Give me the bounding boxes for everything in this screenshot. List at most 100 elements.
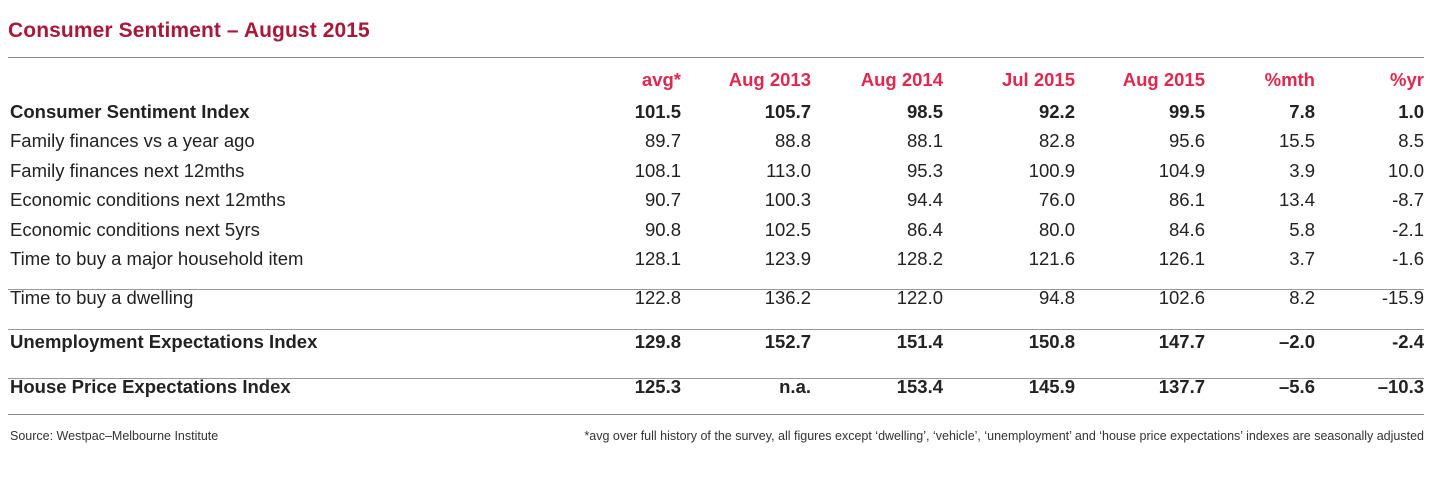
column-header: Aug 2014 <box>860 69 943 90</box>
table-cell: 94.8 <box>1038 286 1075 308</box>
table-cell: 76.0 <box>1038 189 1075 211</box>
table-cell: 8.5 <box>1398 130 1424 152</box>
table-row: Time to buy a major household item 128.1 1… <box>8 245 1424 275</box>
table-cell: 113.0 <box>766 159 811 181</box>
table-cell: 102.5 <box>764 218 811 240</box>
table-cell: 94.4 <box>906 189 943 211</box>
table-row: Consumer Sentiment Index 101.5 105.7 98.5 92… <box>8 97 1424 127</box>
column-header: Aug 2015 <box>1122 69 1205 90</box>
table-cell: -1.6 <box>1392 248 1424 270</box>
table-cell: 150.8 <box>1028 330 1075 352</box>
table-cell: 122.8 <box>634 286 681 308</box>
table-cell: -2.1 <box>1392 218 1424 240</box>
row-label: Economic conditions next 5yrs <box>10 218 260 240</box>
table-cell: 86.4 <box>906 218 943 240</box>
row-label: Unemployment Expectations Index <box>10 330 318 352</box>
table-bottom-rule <box>8 414 1424 415</box>
table-cell: n.a. <box>779 375 811 397</box>
column-header: Aug 2013 <box>728 69 811 90</box>
table-row: Unemployment Expectations Index 129.8 152.… <box>8 313 1424 358</box>
table-cell: 128.1 <box>634 248 681 270</box>
table-cell: 88.8 <box>774 130 811 152</box>
table-row: Economic conditions next 5yrs 90.8 102.5 86… <box>8 215 1424 245</box>
table-cell: 95.6 <box>1168 130 1205 152</box>
table-cell: 137.7 <box>1158 375 1205 397</box>
table-cell: 5.8 <box>1289 218 1315 240</box>
table-cell: 7.8 <box>1289 100 1315 122</box>
divider-dwelling <box>8 289 1424 290</box>
footnote: *avg over full history of the survey, al… <box>584 429 1424 443</box>
table-row: Family finances vs a year ago 89.7 88.8 88.… <box>8 127 1424 157</box>
table-cell: 102.6 <box>1158 286 1205 308</box>
sentiment-table: avg* Aug 2013 Aug 2014 Jul 2015 Aug 2015… <box>8 63 1424 403</box>
table-cell: 108.1 <box>634 159 681 181</box>
table-cell: 99.5 <box>1168 100 1205 122</box>
table-cell: 105.7 <box>764 100 811 122</box>
column-header: Jul 2015 <box>1001 69 1075 90</box>
table-cell: 95.3 <box>906 159 943 181</box>
header-label-spacer <box>8 63 478 97</box>
table-cell: 147.7 <box>1158 330 1205 352</box>
table-cell: 80.0 <box>1038 218 1075 240</box>
table-cell: 8.2 <box>1289 286 1315 308</box>
table-cell: 151.4 <box>896 330 943 352</box>
table-cell: 122.0 <box>896 286 943 308</box>
page-title: Consumer Sentiment – August 2015 <box>8 19 370 42</box>
table-cell: 84.6 <box>1168 218 1205 240</box>
table-cell: –10.3 <box>1377 375 1424 397</box>
table-cell: 123.9 <box>764 248 811 270</box>
table-cell: 121.6 <box>1028 248 1075 270</box>
table-cell: 3.7 <box>1289 248 1315 270</box>
divider-house-price <box>8 378 1424 379</box>
row-label: Family finances vs a year ago <box>10 130 255 152</box>
row-label: Time to buy a major household item <box>10 248 304 270</box>
table-cell: 100.3 <box>764 189 811 211</box>
row-label: Time to buy a dwelling <box>10 286 194 308</box>
header-top-rule <box>8 57 1424 58</box>
table-cell: 136.2 <box>764 286 811 308</box>
table-row: Time to buy a dwelling 122.8 136.2 122.0 94.… <box>8 274 1424 313</box>
table-cell: 104.9 <box>1158 159 1205 181</box>
column-header: %mth <box>1264 69 1315 90</box>
table-cell: 92.2 <box>1038 100 1075 122</box>
row-label: Economic conditions next 12mths <box>10 189 286 211</box>
row-label: Family finances next 12mths <box>10 159 245 181</box>
table-cell: 126.1 <box>1158 248 1205 270</box>
table-cell: 90.8 <box>644 218 681 240</box>
table-cell: 129.8 <box>634 330 681 352</box>
table-cell: 128.2 <box>896 248 943 270</box>
table-cell: 82.8 <box>1038 130 1075 152</box>
table-cell: 89.7 <box>644 130 681 152</box>
table-cell: -2.4 <box>1392 330 1424 352</box>
divider-unemployment <box>8 329 1424 330</box>
row-label: Consumer Sentiment Index <box>10 100 250 122</box>
table-cell: -15.9 <box>1381 286 1424 308</box>
table-cell: 125.3 <box>634 375 681 397</box>
table-cell: 100.9 <box>1028 159 1075 181</box>
table-cell: 1.0 <box>1398 100 1424 122</box>
table-cell: -8.7 <box>1392 189 1424 211</box>
table-cell: 90.7 <box>644 189 681 211</box>
table-cell: 13.4 <box>1278 189 1315 211</box>
table-cell: 10.0 <box>1387 159 1424 181</box>
header-row: avg* Aug 2013 Aug 2014 Jul 2015 Aug 2015… <box>8 63 1424 97</box>
column-header: avg* <box>641 69 681 90</box>
table-cell: 101.5 <box>634 100 681 122</box>
table-row: House Price Expectations Index 125.3 n.a. 1… <box>8 358 1424 403</box>
table-cell: 153.4 <box>896 375 943 397</box>
table-cell: 86.1 <box>1168 189 1205 211</box>
column-header: %yr <box>1390 69 1424 90</box>
table-cell: 145.9 <box>1028 375 1075 397</box>
row-label: House Price Expectations Index <box>10 375 291 397</box>
source-note: Source: Westpac–Melbourne Institute <box>10 429 219 443</box>
table-cell: 3.9 <box>1289 159 1315 181</box>
table-row: Family finances next 12mths 108.1 113.0 95.… <box>8 156 1424 186</box>
table-cell: 152.7 <box>764 330 811 352</box>
table-body: Consumer Sentiment Index 101.5 105.7 98.5 92… <box>8 97 1424 403</box>
table-cell: –5.6 <box>1278 375 1315 397</box>
table-cell: 15.5 <box>1278 130 1315 152</box>
table-row: Economic conditions next 12mths 90.7 100.3… <box>8 186 1424 216</box>
table-cell: 98.5 <box>906 100 943 122</box>
table-cell: –2.0 <box>1278 330 1315 352</box>
table-cell: 88.1 <box>906 130 943 152</box>
